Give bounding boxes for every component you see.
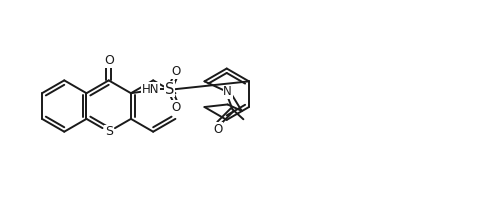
Text: O: O [104, 54, 114, 67]
Text: N: N [223, 85, 232, 98]
Text: HN: HN [142, 83, 160, 96]
Text: S: S [105, 125, 113, 138]
Text: O: O [213, 123, 222, 136]
Text: O: O [172, 65, 181, 78]
Text: S: S [165, 82, 174, 97]
Text: O: O [172, 100, 181, 114]
